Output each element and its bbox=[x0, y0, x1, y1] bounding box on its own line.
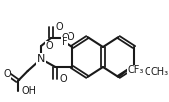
Text: CF₃: CF₃ bbox=[127, 65, 144, 75]
Text: O: O bbox=[145, 67, 152, 77]
Text: N: N bbox=[37, 54, 45, 64]
Text: O: O bbox=[45, 41, 53, 51]
Text: O: O bbox=[67, 32, 74, 42]
Text: O: O bbox=[60, 74, 67, 84]
Text: O: O bbox=[55, 22, 63, 32]
Text: CH₃: CH₃ bbox=[151, 67, 169, 77]
Text: F: F bbox=[62, 37, 68, 47]
Text: O: O bbox=[61, 33, 69, 43]
Text: OH: OH bbox=[21, 86, 37, 96]
Text: O: O bbox=[3, 69, 11, 79]
